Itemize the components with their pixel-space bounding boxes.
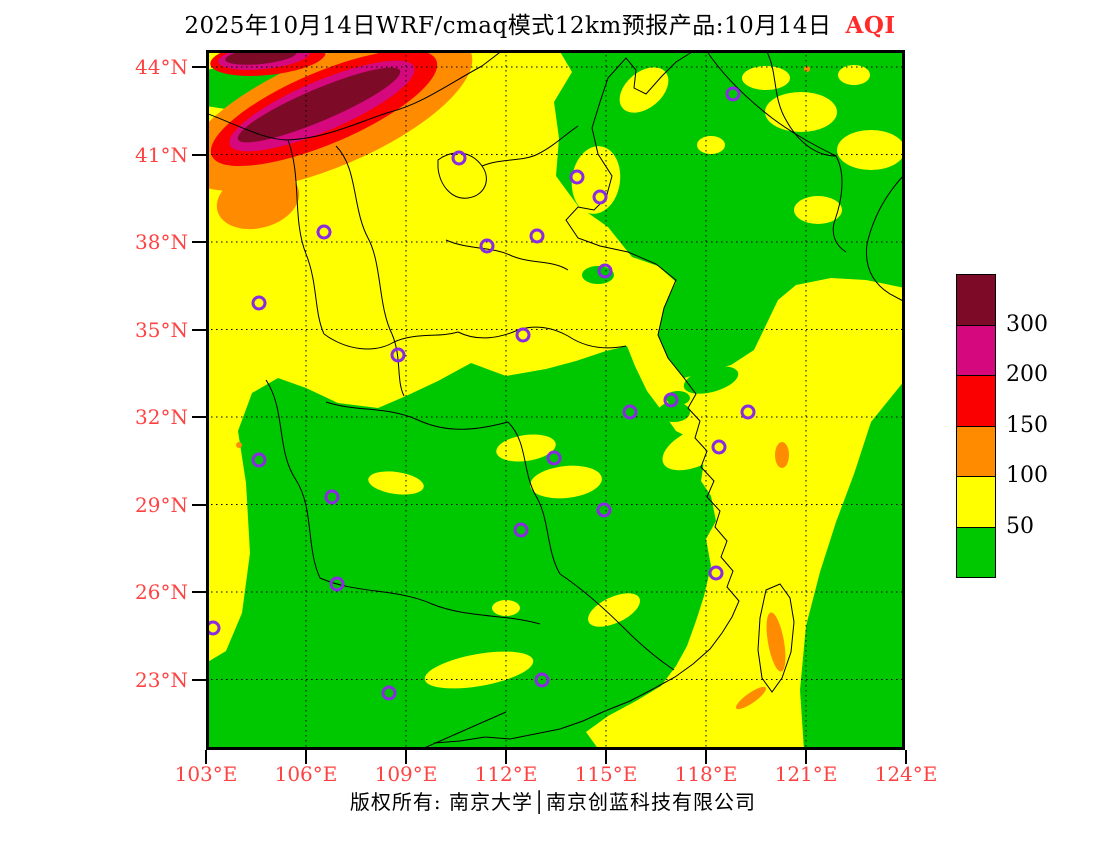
forecast-map	[206, 50, 905, 750]
taiwan-outline	[757, 583, 795, 693]
city-marker	[390, 347, 406, 363]
graticule-grid	[206, 50, 905, 750]
city-marker	[663, 392, 679, 408]
legend-color-box	[956, 476, 996, 528]
legend-level-label: 50	[1006, 513, 1034, 539]
lon-label: 124°E	[874, 762, 938, 786]
lat-label: 32°N	[135, 405, 188, 429]
legend-colorbar: 300 200 150 100 50	[956, 274, 1066, 584]
city-marker	[324, 489, 340, 505]
page-title: 2025年10月14日WRF/cmaq模式12km预报产品:10月14日 AQI	[0, 6, 1080, 40]
lon-label: 112°E	[474, 762, 538, 786]
lat-label: 26°N	[135, 580, 188, 604]
city-marker	[569, 169, 585, 185]
legend-level-label: 200	[1006, 362, 1048, 387]
city-marker	[316, 224, 332, 240]
city-marker	[622, 404, 638, 420]
legend-level-label: 300	[1006, 311, 1048, 337]
city-marker	[592, 189, 608, 205]
city-marker	[708, 565, 724, 581]
title-metric-aqi: AQI	[845, 12, 896, 39]
lon-label: 115°E	[574, 762, 638, 786]
city-marker	[546, 450, 562, 466]
lat-tick	[192, 153, 206, 156]
legend-color-box	[956, 526, 996, 578]
map-canvas	[206, 50, 905, 750]
lon-label: 103°E	[174, 762, 238, 786]
legend-color-box	[956, 425, 996, 477]
legend-color-box	[956, 375, 996, 427]
lon-tick	[505, 750, 507, 764]
city-marker	[451, 150, 467, 166]
lat-label: 23°N	[135, 667, 188, 692]
lon-label: 121°E	[774, 762, 838, 786]
city-marker	[479, 238, 495, 254]
city-marker	[329, 576, 345, 592]
lon-tick	[305, 750, 307, 764]
lat-label: 29°N	[135, 492, 188, 517]
city-marker	[381, 685, 397, 701]
lon-tick	[205, 750, 207, 764]
lon-tick	[705, 750, 707, 764]
legend-color-box	[956, 324, 996, 376]
lon-tick	[805, 750, 807, 764]
city-marker	[711, 439, 727, 455]
lon-label: 118°E	[674, 762, 738, 786]
lon-tick	[905, 750, 907, 764]
lat-tick	[192, 591, 206, 593]
map-yellow-patches	[368, 65, 905, 689]
lon-tick	[405, 750, 407, 764]
lat-tick	[192, 416, 206, 418]
lat-tick	[192, 328, 206, 331]
lat-tick	[192, 678, 206, 681]
lat-tick	[192, 241, 206, 243]
city-markers	[206, 86, 756, 701]
legend-level-label: 100	[1006, 463, 1048, 488]
lon-label: 106°E	[274, 762, 338, 786]
lon-tick	[605, 750, 607, 764]
city-marker	[597, 263, 613, 279]
lat-label: 35°N	[135, 317, 188, 342]
city-marker	[251, 452, 267, 468]
lat-tick	[192, 66, 206, 68]
legend-color-box	[956, 274, 996, 326]
city-marker	[725, 86, 741, 102]
title-text: 2025年10月14日WRF/cmaq模式12km预报产品:10月14日	[184, 13, 832, 39]
lat-tick	[192, 503, 206, 506]
copyright-line: 版权所有: 南京大学│南京创蓝科技有限公司	[349, 790, 757, 814]
map-region-yellow-main	[206, 50, 905, 750]
orange-hotspots	[236, 66, 810, 710]
legend-level-label: 150	[1006, 412, 1048, 438]
city-marker	[251, 295, 267, 311]
lat-label: 38°N	[135, 230, 188, 254]
city-marker	[596, 502, 612, 518]
city-marker	[529, 228, 545, 244]
city-marker	[513, 522, 529, 538]
map-frame	[206, 50, 905, 750]
city-marker	[515, 327, 531, 343]
lon-label: 109°E	[374, 762, 438, 786]
city-marker	[534, 672, 550, 688]
lat-label: 44°N	[135, 55, 188, 79]
lat-label: 41°N	[135, 142, 188, 167]
boundary-lines	[206, 50, 905, 750]
city-marker	[740, 404, 756, 420]
